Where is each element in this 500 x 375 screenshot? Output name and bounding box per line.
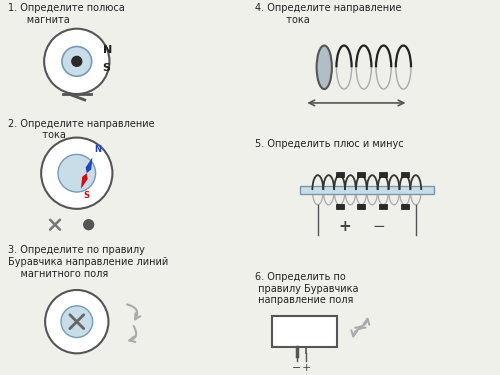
Text: S: S: [83, 191, 89, 200]
Bar: [379, 172, 387, 177]
Text: −: −: [292, 363, 301, 373]
Polygon shape: [81, 173, 88, 189]
Text: +: +: [338, 219, 351, 234]
Bar: [300, 186, 434, 194]
Text: N: N: [94, 146, 102, 154]
Text: 5. Определить плюс и минус: 5. Определить плюс и минус: [255, 139, 404, 148]
Bar: [401, 204, 409, 209]
Text: +: +: [302, 363, 311, 373]
Text: 1. Определите полюса
      магнита: 1. Определите полюса магнита: [8, 3, 124, 25]
Text: 2. Определите направление
           тока: 2. Определите направление тока: [8, 119, 154, 140]
Bar: [272, 316, 336, 347]
Text: 4. Определите направление
          тока: 4. Определите направление тока: [255, 3, 402, 25]
Circle shape: [84, 220, 94, 230]
Bar: [336, 204, 344, 209]
Text: −: −: [372, 219, 385, 234]
Circle shape: [58, 154, 96, 192]
Circle shape: [61, 306, 92, 338]
Text: 6. Определить по
 правилу Буравчика
 направление поля: 6. Определить по правилу Буравчика напра…: [255, 272, 358, 305]
Text: 3. Определите по правилу
Буравчика направление линий
    магнитного поля: 3. Определите по правилу Буравчика напра…: [8, 246, 168, 279]
Bar: [358, 204, 366, 209]
Ellipse shape: [316, 45, 332, 89]
Circle shape: [45, 290, 108, 353]
Circle shape: [44, 29, 110, 94]
Bar: [336, 172, 344, 177]
Polygon shape: [86, 158, 92, 173]
Bar: [379, 204, 387, 209]
Text: S: S: [102, 63, 110, 73]
Circle shape: [62, 46, 92, 76]
Bar: [401, 172, 409, 177]
Text: N: N: [102, 45, 112, 56]
Circle shape: [41, 138, 113, 209]
Bar: [358, 172, 366, 177]
Circle shape: [72, 56, 82, 66]
